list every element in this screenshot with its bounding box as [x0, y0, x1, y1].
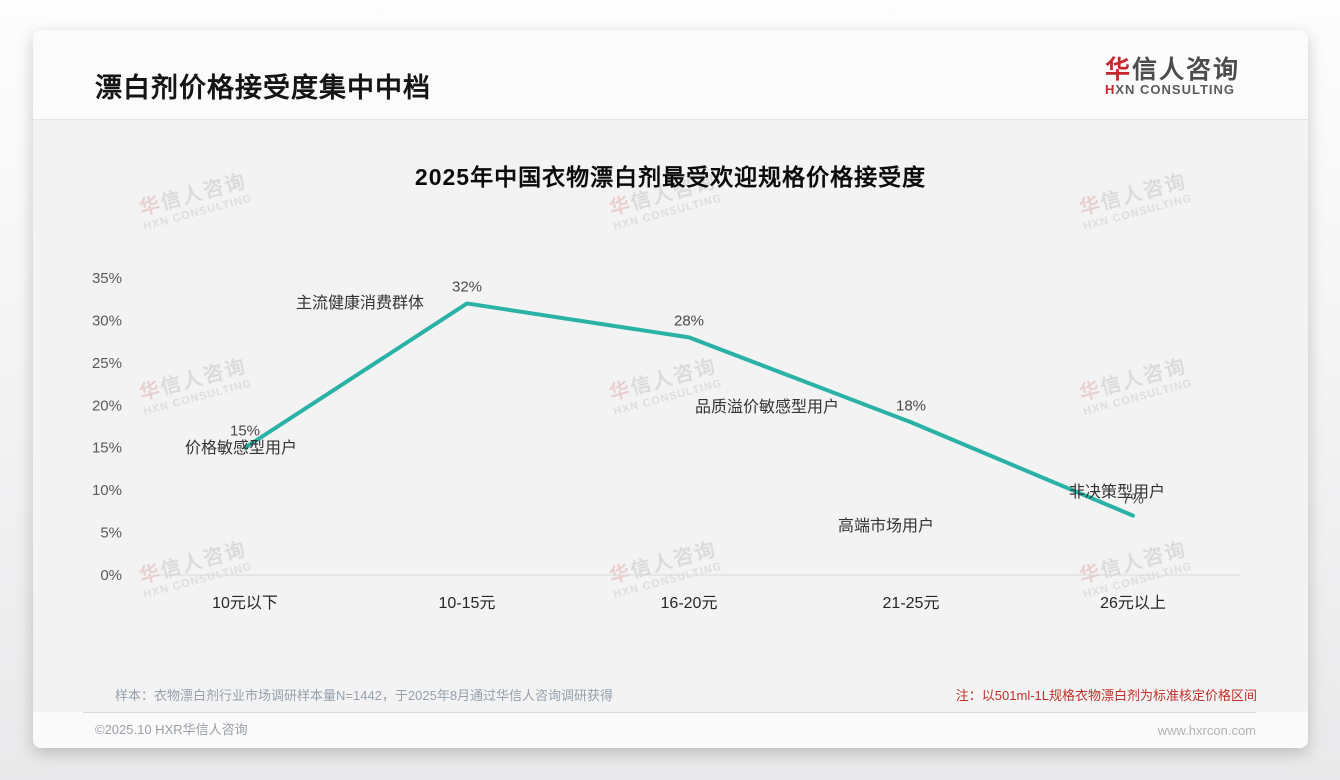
line-chart: 0% 5% 10% 15% 20% 25% 30% 35% 10元以下 10-15元 16-20元 2…	[60, 245, 1260, 645]
y-axis-tick: 35%	[92, 270, 122, 287]
footer-notes: 样本：衣物漂白剂行业市场调研样本量N=1442，于2025年8月通过华信人咨询调…	[115, 685, 1257, 704]
footer-strip: ©2025.10 HXR华信人咨询 www.hxrcon.com	[33, 712, 1308, 748]
copyright-text: ©2025.10 HXR华信人咨询	[95, 722, 248, 737]
report-slide-card: 华信人咨询 HXN CONSULTING 华信人咨询 HXN CONSULTING 华信…	[33, 30, 1308, 748]
sample-note: 样本：衣物漂白剂行业市场调研样本量N=1442，于2025年8月通过华信人咨询调…	[115, 688, 614, 703]
y-axis-tick: 15%	[92, 440, 122, 457]
company-logo: 华信人咨询 HXN CONSULTING	[1105, 57, 1240, 97]
y-axis-tick: 25%	[92, 355, 122, 372]
logo-en-accent: H	[1104, 82, 1116, 98]
segment-annotation: 价格敏感型用户	[185, 439, 297, 457]
website-link[interactable]: www.hxrcon.com	[1157, 723, 1256, 738]
segment-annotation: 品质溢价敏感型用户	[695, 398, 839, 416]
line-chart-svg: 0% 5% 10% 15% 20% 25% 30% 35% 10元以下 10-15元 16-20元 2…	[92, 270, 1240, 612]
data-point-label: 18%	[896, 397, 926, 414]
data-point-label: 28%	[674, 312, 704, 329]
data-point-label: 7%	[1122, 491, 1144, 508]
x-axis-label: 16-20元	[661, 595, 718, 612]
data-point-label: 15%	[230, 423, 260, 440]
data-point-label: 32%	[452, 278, 482, 295]
trend-line	[243, 301, 1135, 518]
x-axis-label: 21-25元	[883, 595, 940, 612]
footer-divider	[83, 712, 1256, 713]
x-axis-label: 10元以下	[212, 595, 278, 612]
logo-en-text: XN CONSULTING	[1115, 82, 1236, 98]
company-logo-cn: 华信人咨询	[1105, 57, 1240, 83]
segment-annotation: 非决策型用户	[1069, 483, 1165, 501]
segment-annotation: 主流健康消费群体	[296, 294, 424, 312]
y-axis-tick: 30%	[92, 312, 122, 329]
y-axis-tick: 20%	[92, 397, 122, 414]
price-note: 注：以501ml-1L规格衣物漂白剂为标准核定价格区间	[955, 688, 1257, 703]
logo-cn-accent: 华	[1104, 56, 1132, 84]
page-title: 漂白剂价格接受度集中中档	[95, 73, 431, 103]
x-axis-label: 10-15元	[439, 595, 496, 612]
chart-title: 2025年中国衣物漂白剂最受欢迎规格价格接受度	[414, 164, 927, 190]
slide-header: 漂白剂价格接受度集中中档 华信人咨询 HXN CONSULTING	[33, 30, 1308, 120]
x-axis-label: 26元以上	[1100, 594, 1166, 612]
y-axis-tick: 10%	[92, 482, 122, 499]
segment-annotation: 高端市场用户	[838, 517, 934, 535]
y-axis-tick: 0%	[100, 567, 122, 584]
y-axis-tick: 5%	[100, 525, 122, 542]
logo-cn-text: 信人咨询	[1131, 56, 1240, 84]
company-logo-en: HXN CONSULTING	[1105, 83, 1240, 97]
